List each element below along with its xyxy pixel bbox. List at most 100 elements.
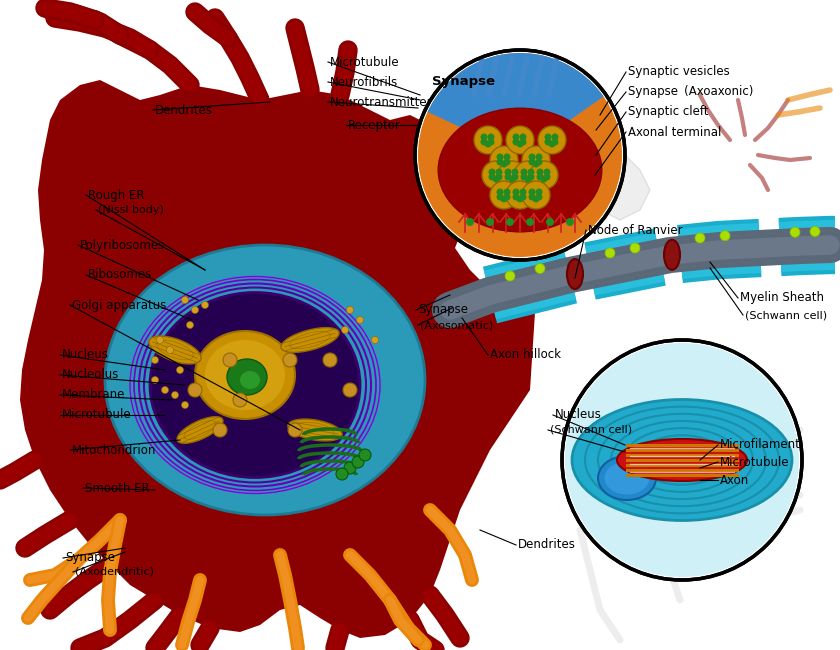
Text: Microtubule: Microtubule (720, 456, 790, 469)
Circle shape (528, 194, 536, 200)
Circle shape (480, 138, 487, 146)
Circle shape (492, 176, 500, 183)
Circle shape (543, 168, 550, 176)
Circle shape (496, 194, 503, 200)
Circle shape (790, 227, 800, 237)
Circle shape (519, 138, 527, 146)
Text: Polyribosomes: Polyribosomes (80, 239, 165, 252)
Circle shape (202, 302, 208, 309)
Circle shape (519, 133, 527, 140)
Text: Neurofibrils: Neurofibrils (330, 75, 398, 88)
Circle shape (512, 174, 518, 181)
Circle shape (505, 168, 512, 176)
Text: Membrane: Membrane (62, 389, 125, 402)
Circle shape (501, 161, 507, 168)
Circle shape (536, 159, 543, 166)
Ellipse shape (572, 400, 792, 521)
Circle shape (506, 218, 514, 226)
Wedge shape (428, 53, 604, 155)
Circle shape (503, 194, 511, 200)
Text: Mitochondrion: Mitochondrion (72, 443, 156, 456)
Text: Ribosomes: Ribosomes (88, 268, 152, 281)
Text: Golgi apparatus: Golgi apparatus (72, 298, 166, 311)
Circle shape (486, 218, 494, 226)
Circle shape (512, 133, 519, 140)
Text: Synapse  (Axoaxonic): Synapse (Axoaxonic) (628, 86, 753, 99)
Text: (Axosomatic): (Axosomatic) (420, 320, 493, 330)
Circle shape (480, 133, 487, 140)
Ellipse shape (227, 359, 267, 395)
Circle shape (565, 343, 799, 577)
Circle shape (536, 153, 543, 161)
Text: Microtubule: Microtubule (62, 408, 132, 421)
Circle shape (496, 153, 503, 161)
Circle shape (526, 218, 534, 226)
Text: Nucleus: Nucleus (62, 348, 109, 361)
Ellipse shape (664, 240, 680, 270)
Circle shape (156, 337, 164, 343)
Circle shape (166, 346, 174, 354)
Circle shape (496, 188, 503, 196)
Circle shape (512, 194, 519, 200)
Circle shape (336, 468, 348, 480)
Text: Synaptic vesicles: Synaptic vesicles (628, 66, 730, 79)
Circle shape (720, 231, 730, 240)
Text: Synaptic cleft: Synaptic cleft (628, 105, 708, 118)
Circle shape (344, 462, 356, 474)
Text: Synapse: Synapse (418, 304, 468, 317)
Circle shape (489, 168, 496, 176)
Circle shape (496, 159, 503, 166)
Ellipse shape (439, 109, 601, 231)
Circle shape (213, 423, 227, 437)
Circle shape (528, 188, 536, 196)
Circle shape (323, 353, 337, 367)
Circle shape (630, 243, 640, 253)
Text: Microfilament: Microfilament (720, 439, 801, 452)
Circle shape (519, 194, 527, 200)
Circle shape (810, 226, 820, 237)
Circle shape (503, 153, 511, 161)
Ellipse shape (177, 417, 223, 443)
Text: Dendrites: Dendrites (518, 538, 576, 551)
Circle shape (506, 181, 534, 209)
Text: Axon hillock: Axon hillock (490, 348, 561, 361)
Circle shape (549, 140, 555, 148)
Text: Myelin Sheath: Myelin Sheath (740, 291, 824, 304)
Circle shape (544, 133, 552, 140)
Circle shape (517, 140, 523, 148)
Text: Node of Ranvier: Node of Ranvier (588, 224, 683, 237)
Circle shape (342, 326, 349, 333)
Circle shape (528, 153, 536, 161)
Circle shape (544, 138, 552, 146)
Text: (Schwann cell): (Schwann cell) (745, 310, 827, 320)
Ellipse shape (281, 328, 339, 352)
Circle shape (496, 174, 502, 181)
Circle shape (503, 188, 511, 196)
Circle shape (543, 174, 550, 181)
Circle shape (171, 391, 179, 398)
Circle shape (283, 353, 297, 367)
Circle shape (535, 263, 545, 274)
Circle shape (533, 161, 539, 168)
Circle shape (161, 387, 169, 393)
Circle shape (498, 161, 526, 189)
Ellipse shape (598, 456, 656, 500)
Circle shape (528, 168, 534, 176)
Circle shape (181, 296, 188, 304)
Circle shape (522, 146, 550, 174)
Circle shape (505, 271, 515, 281)
Text: Rough ER: Rough ER (88, 188, 144, 202)
Circle shape (474, 126, 502, 154)
Circle shape (415, 50, 625, 260)
Circle shape (466, 218, 474, 226)
Text: Microtubule: Microtubule (330, 55, 400, 68)
Circle shape (517, 196, 523, 203)
Circle shape (176, 367, 183, 374)
Circle shape (528, 159, 536, 166)
Circle shape (490, 146, 518, 174)
Circle shape (546, 218, 554, 226)
Circle shape (562, 340, 802, 580)
Circle shape (496, 168, 502, 176)
Ellipse shape (605, 462, 649, 495)
Text: Dendrites: Dendrites (155, 103, 213, 116)
